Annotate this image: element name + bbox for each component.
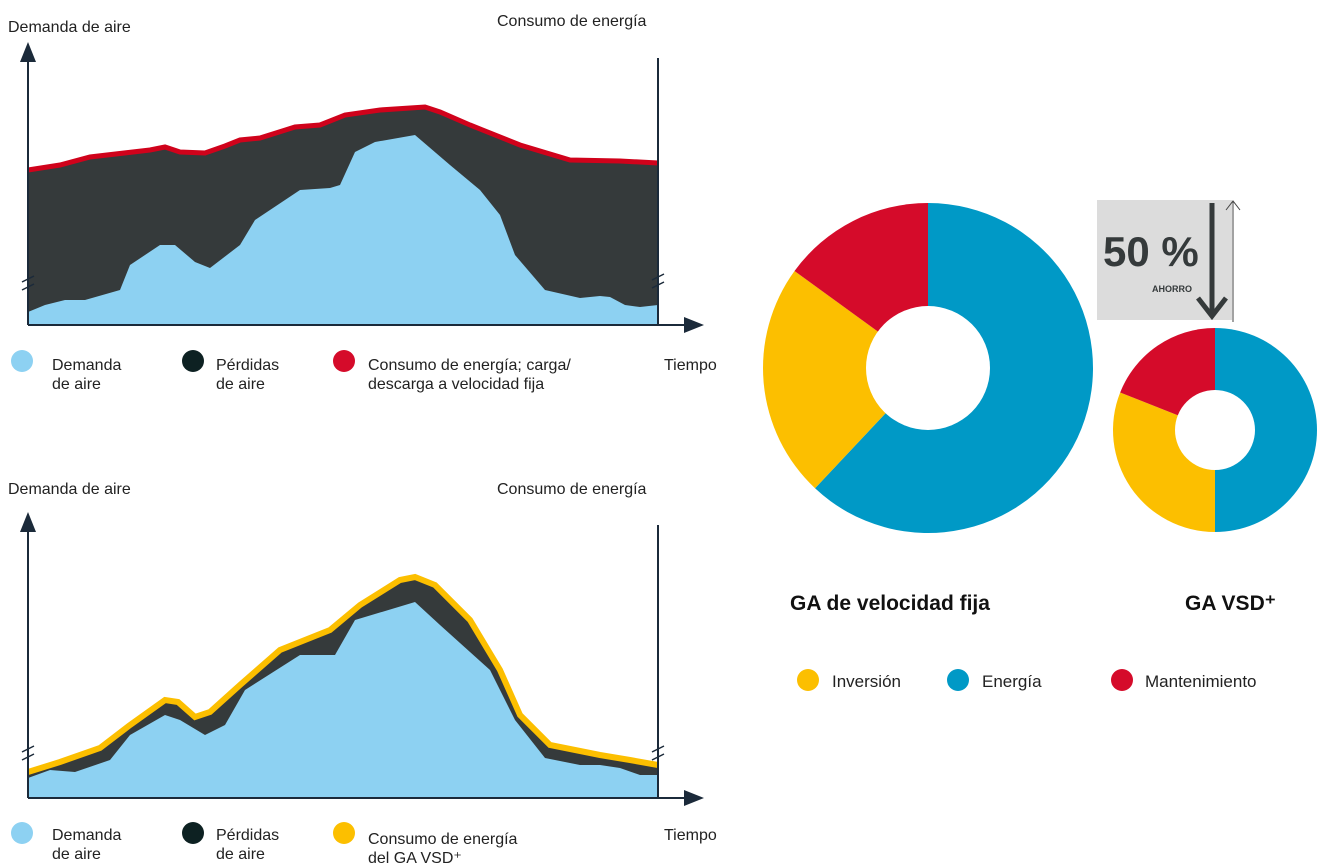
legend-label: Consumo de energía del GA VSD⁺ bbox=[368, 831, 518, 866]
legend-label: Consumo de energía; carga/ descarga a ve… bbox=[368, 357, 571, 393]
curve-chart-2 bbox=[20, 512, 704, 806]
energy-line bbox=[27, 104, 659, 173]
x-label: Tiempo bbox=[664, 357, 717, 374]
pie-title: GA de velocidad fija bbox=[790, 592, 990, 615]
thin-arrow-head bbox=[1225, 200, 1241, 211]
donut-hole bbox=[866, 306, 990, 430]
axis-break bbox=[21, 273, 665, 291]
legend-dot bbox=[797, 669, 819, 691]
legend-label: Energía bbox=[982, 672, 1042, 691]
legend-label: Pérdidas de aire bbox=[216, 827, 280, 863]
savings-caption: AHORRO bbox=[1152, 284, 1192, 294]
y-label: Demanda de aire bbox=[8, 19, 131, 36]
pie-title: GA VSD⁺ bbox=[1185, 592, 1276, 615]
legend-dot bbox=[11, 822, 33, 844]
savings-arrow-head bbox=[1196, 296, 1228, 321]
legend-dot bbox=[333, 350, 355, 372]
donut-hole bbox=[1175, 390, 1255, 470]
energy-line bbox=[27, 573, 659, 775]
demand-area bbox=[28, 602, 658, 798]
legend-label: Demanda de aire bbox=[52, 357, 122, 393]
axis-break bbox=[21, 745, 665, 761]
legend-dot bbox=[1111, 669, 1133, 691]
demand-area bbox=[28, 135, 658, 325]
curve-chart-1 bbox=[20, 42, 704, 333]
pies bbox=[763, 202, 1317, 533]
y2-label: Consumo de energía bbox=[497, 13, 647, 30]
legend-dot bbox=[333, 822, 355, 844]
legend-label: Demanda de aire bbox=[52, 827, 122, 863]
legend-label: Inversión bbox=[832, 672, 901, 691]
savings-value: 50 % bbox=[1103, 228, 1199, 275]
pie-slice bbox=[1215, 328, 1317, 532]
legend-dot bbox=[11, 350, 33, 372]
legend-dot bbox=[182, 350, 204, 372]
legend-label: Mantenimiento bbox=[1145, 672, 1257, 691]
x-label: Tiempo bbox=[664, 827, 717, 844]
y-label: Demanda de aire bbox=[8, 481, 131, 498]
y2-label: Consumo de energía bbox=[497, 481, 647, 498]
pie-slice bbox=[763, 271, 928, 489]
legend-label: Pérdidas de aire bbox=[216, 357, 280, 393]
legend-dot bbox=[947, 669, 969, 691]
legend-dot bbox=[182, 822, 204, 844]
